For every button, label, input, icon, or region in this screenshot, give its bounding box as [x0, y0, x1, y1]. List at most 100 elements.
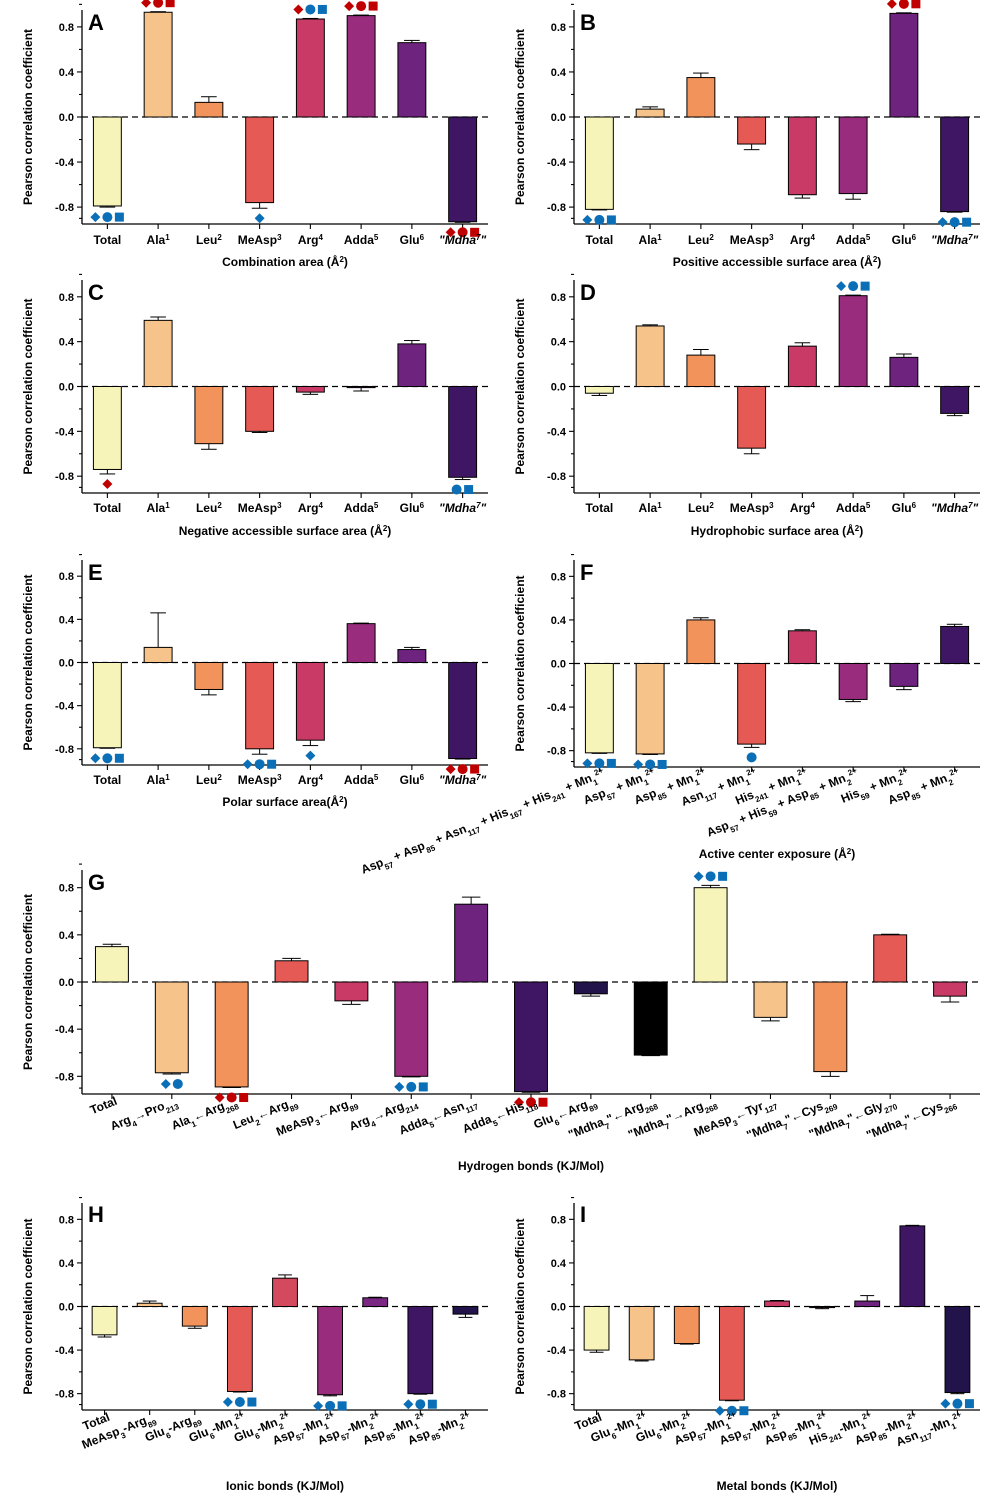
- x-tick-label: Arg4: [298, 773, 324, 788]
- x-tick-label: MeAsp3: [238, 501, 282, 516]
- x-tick-label: Ala1←Arg268: [169, 1094, 240, 1136]
- x-tick-label: "Mdha7": [931, 501, 978, 516]
- panel-letter: I: [580, 1202, 586, 1227]
- bar: [245, 116, 275, 204]
- circle-marker: [952, 1398, 963, 1409]
- bar: [764, 1300, 790, 1307]
- x-axis-label: Positive accessible surface area (Å2): [673, 254, 882, 269]
- circle-marker: [325, 1400, 336, 1411]
- x-tick-label: Total: [585, 233, 613, 247]
- y-axis-label: Pearson correlation coefficient: [513, 1218, 527, 1394]
- diamond-marker: [102, 478, 113, 489]
- bar: [452, 1306, 479, 1315]
- bar: [583, 1306, 610, 1351]
- x-tick-label: Glu6: [400, 501, 425, 516]
- y-tick-label: 0.8: [551, 22, 566, 34]
- diamond-marker: [344, 1, 355, 12]
- square-marker: [368, 1, 378, 11]
- square-marker: [962, 217, 972, 227]
- circle-marker: [406, 1081, 417, 1092]
- circle-marker: [451, 484, 462, 495]
- diamond-marker: [141, 0, 152, 8]
- square-marker: [718, 871, 728, 881]
- y-tick-label: -0.4: [547, 1345, 567, 1357]
- chart-panel-f: -0.8 -0.4 0.0 0.4 0.8 Pearson correlation coe…: [359, 554, 980, 877]
- bar: [787, 630, 817, 665]
- bar: [889, 356, 919, 387]
- bar: [143, 11, 173, 118]
- bar: [94, 946, 129, 983]
- circle-marker: [526, 1097, 536, 1108]
- x-axis-label: Hydrophobic surface area (Å2): [691, 523, 864, 538]
- bar: [686, 619, 716, 665]
- y-tick-label: -0.4: [55, 157, 75, 169]
- circle-marker: [746, 752, 757, 763]
- diamond-marker: [693, 871, 704, 882]
- bar: [889, 663, 919, 687]
- bar: [448, 116, 478, 223]
- bar: [194, 101, 224, 118]
- bar: [633, 981, 668, 1056]
- bar: [838, 663, 868, 700]
- bar: [737, 386, 767, 449]
- y-axis-label: Pearson correlation coefficient: [513, 29, 527, 205]
- y-tick-label: 0.4: [551, 615, 567, 627]
- chart-panel-g: -0.8 -0.4 0.0 0.4 0.8 Pearson correlation coe…: [21, 863, 980, 1173]
- square-marker: [470, 764, 480, 774]
- x-tick-label: Ala1: [147, 773, 171, 788]
- circle-marker: [234, 1397, 245, 1408]
- x-tick-label: Total: [585, 501, 613, 515]
- bar: [737, 116, 767, 145]
- y-tick-label: -0.8: [55, 202, 74, 214]
- bar: [397, 649, 427, 663]
- bar: [272, 1277, 298, 1308]
- bar: [753, 981, 788, 1018]
- y-tick-label: 0.0: [551, 382, 566, 394]
- bar: [394, 981, 429, 1077]
- y-tick-label: -0.8: [547, 746, 566, 758]
- diamond-marker: [582, 758, 593, 769]
- y-tick-label: 0.4: [59, 337, 75, 349]
- circle-marker: [594, 758, 605, 769]
- y-tick-label: -0.4: [55, 426, 75, 438]
- bar: [181, 1306, 208, 1327]
- circle-marker: [254, 759, 265, 770]
- y-tick-label: 0.4: [551, 337, 567, 349]
- bar: [873, 934, 908, 983]
- square-marker: [114, 753, 124, 763]
- bar: [809, 1306, 836, 1309]
- diamond-marker: [445, 764, 456, 775]
- y-tick-label: -0.8: [547, 202, 566, 214]
- square-marker: [470, 227, 480, 237]
- y-tick-label: -0.8: [55, 471, 74, 483]
- x-tick-label: Leu2: [196, 501, 222, 516]
- y-tick-label: 0.8: [551, 1214, 566, 1226]
- x-tick-label: Arg4: [298, 233, 324, 248]
- x-axis-label: Active center exposure (Å2): [699, 846, 856, 861]
- bar: [628, 1306, 655, 1361]
- bar: [584, 386, 614, 394]
- y-tick-label: -0.8: [55, 744, 74, 756]
- x-tick-label: Total: [93, 501, 121, 515]
- y-tick-label: 0.4: [59, 67, 75, 79]
- x-tick-label: Glu6-Mn12+: [187, 1409, 249, 1448]
- square-marker: [114, 212, 124, 222]
- panel-letter: H: [88, 1202, 104, 1227]
- bar: [136, 1302, 163, 1307]
- bar: [693, 887, 728, 983]
- y-tick-label: 0.8: [59, 1214, 74, 1226]
- x-tick-label: MeAsp3: [730, 501, 774, 516]
- bar: [334, 981, 369, 1002]
- y-tick-label: 0.0: [59, 658, 74, 670]
- bar: [274, 960, 309, 983]
- bar: [899, 1225, 926, 1307]
- bar: [245, 386, 275, 432]
- diamond-marker: [582, 214, 593, 225]
- bar: [718, 1306, 745, 1401]
- diamond-marker: [445, 227, 456, 238]
- circle-marker: [848, 281, 859, 292]
- y-axis-label: Pearson correlation coefficient: [21, 29, 35, 205]
- square-marker: [427, 1399, 437, 1409]
- circle-marker: [705, 871, 716, 882]
- square-marker: [606, 215, 616, 225]
